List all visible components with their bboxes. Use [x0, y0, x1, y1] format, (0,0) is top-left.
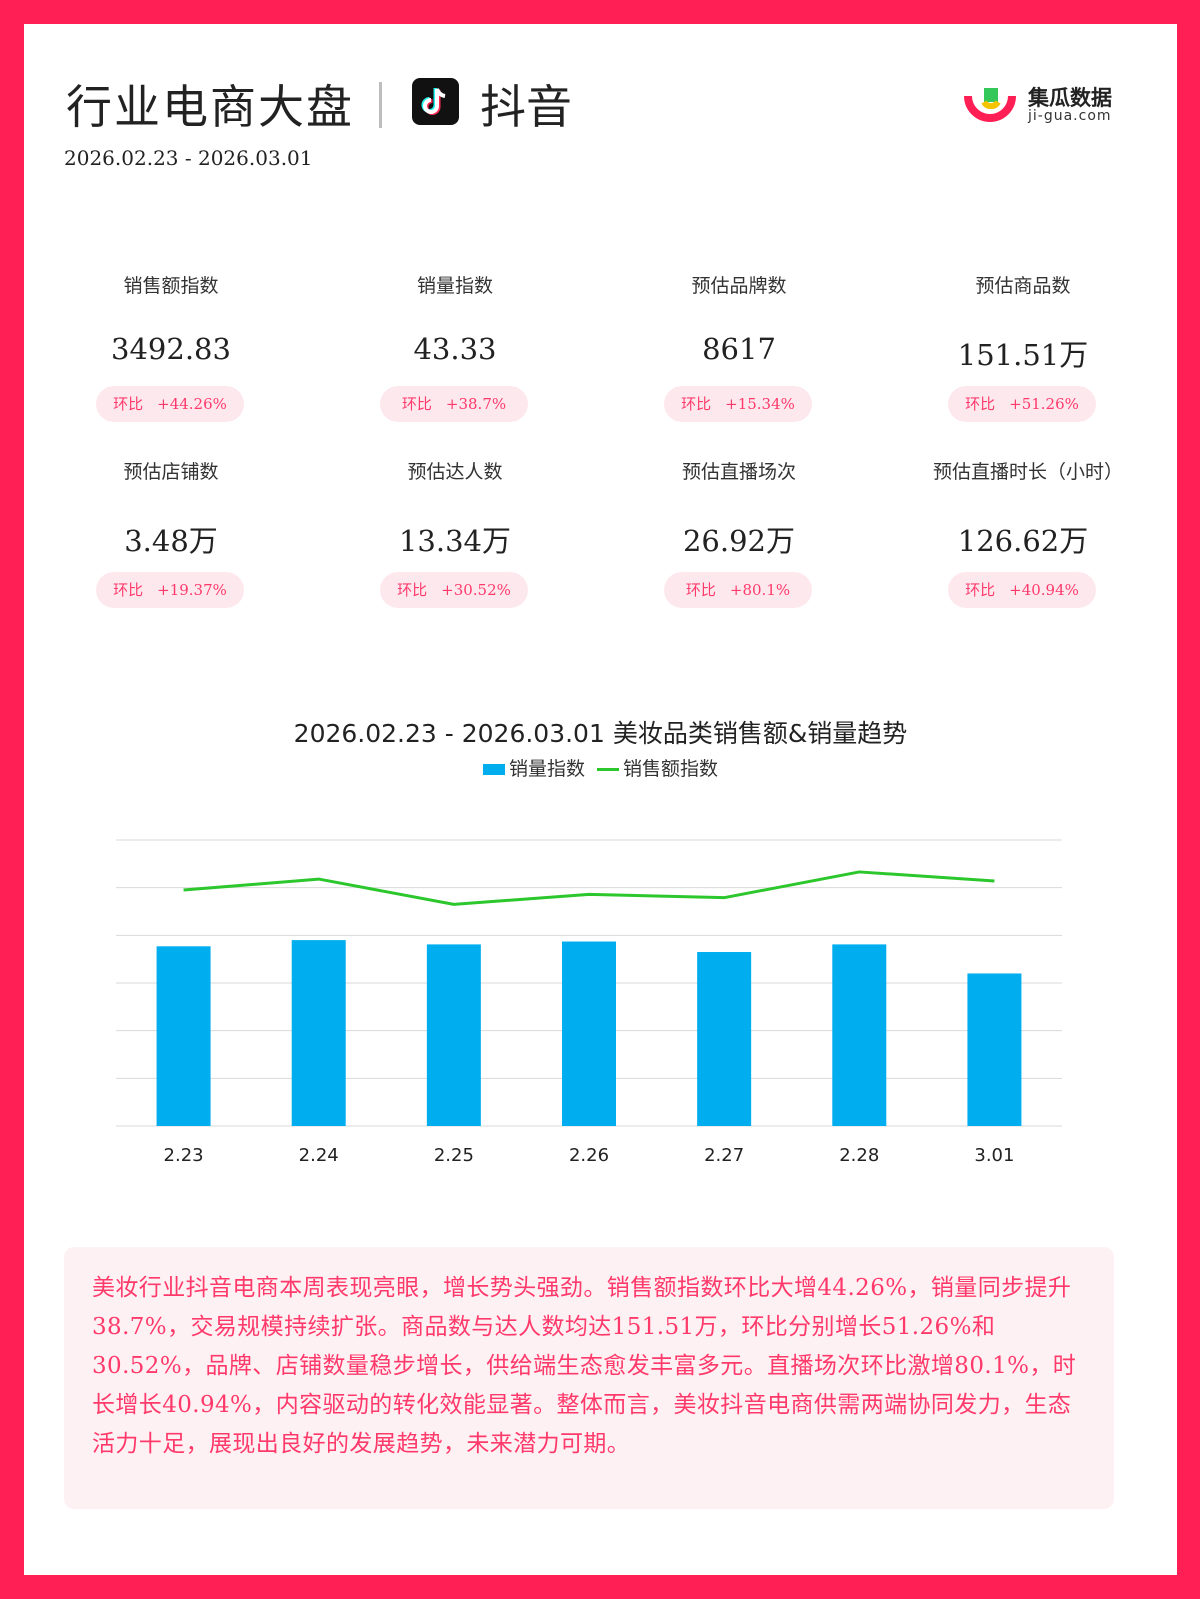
brand-url: ji-gua.com [1028, 108, 1112, 124]
stat-label: 预估商品数 [975, 275, 1071, 297]
stat-value: 3492.83 [111, 332, 231, 366]
x-tick-label: 2.25 [434, 1145, 474, 1166]
summary-text: 美妆行业抖音电商本周表现亮眼，增长势头强劲。销售额指数环比大增44.26%，销量… [92, 1275, 1077, 1457]
change-label: 环比 [113, 395, 144, 413]
title-divider [379, 82, 382, 128]
change-value: +80.1% [729, 581, 791, 599]
stat-value: 8617 [702, 332, 776, 366]
stat-label: 预估达人数 [407, 461, 503, 483]
stat-value: 3.48万 [124, 524, 218, 558]
stat-label: 预估直播时长（小时） [932, 461, 1123, 483]
stat-label: 预估店铺数 [123, 461, 219, 483]
change-label: 环比 [965, 581, 996, 599]
change-value: +15.34% [725, 395, 795, 413]
x-tick-label: 2.24 [299, 1145, 339, 1166]
summary-box: 美妆行业抖音电商本周表现亮眼，增长势头强劲。销售额指数环比大增44.26%，销量… [64, 1247, 1114, 1509]
bar [426, 944, 481, 1126]
stat-label: 销量指数 [416, 275, 493, 297]
change-badge: 环比 +38.7% [380, 386, 528, 422]
douyin-icon [412, 78, 459, 125]
change-label: 环比 [681, 395, 712, 413]
x-tick-label: 2.28 [839, 1145, 879, 1166]
stat-label: 预估直播场次 [681, 461, 796, 483]
stat-value: 151.51万 [957, 338, 1089, 372]
change-badge: 环比 +30.52% [380, 572, 528, 608]
brand-name: 集瓜数据 [1028, 86, 1112, 110]
change-badge: 环比 +44.26% [96, 386, 244, 422]
x-tick-label: 2.23 [164, 1145, 204, 1166]
date-range: 2026.02.23 - 2026.03.01 [64, 146, 313, 170]
legend-label: 销售额指数 [623, 758, 719, 780]
change-value: +38.7% [445, 395, 507, 413]
change-value: +19.37% [157, 581, 227, 599]
change-label: 环比 [685, 581, 716, 599]
legend-swatch-line [597, 768, 620, 771]
legend-label: 销量指数 [508, 758, 585, 780]
change-value: +30.52% [441, 581, 511, 599]
stat-value: 13.34万 [398, 524, 512, 558]
douyin-note-shape [421, 88, 446, 115]
x-tick-label: 3.01 [974, 1145, 1014, 1166]
change-badge: 环比 +19.37% [96, 572, 244, 608]
trend-chart: 2.23 2.24 2.25 2.26 2.27 2.28 3.01 [116, 839, 1062, 1166]
report-card: 行业电商大盘 抖音 2026.02.23 - 2026.03.01 集瓜数据 j… [24, 24, 1177, 1575]
change-badge: 环比 +80.1% [664, 572, 812, 608]
stat-value: 126.62万 [957, 524, 1089, 558]
change-badge: 环比 +40.94% [948, 572, 1096, 608]
legend-item-sales: 销售额指数 [597, 754, 718, 781]
change-badge: 环比 +15.34% [664, 386, 812, 422]
bar [291, 940, 346, 1126]
change-label: 环比 [113, 581, 144, 599]
platform-label: 抖音 [480, 80, 572, 134]
change-value: +40.94% [1009, 581, 1079, 599]
bar [832, 944, 887, 1126]
jigua-logo-icon [964, 82, 1016, 126]
change-badge: 环比 +51.26% [948, 386, 1096, 422]
change-label: 环比 [401, 395, 432, 413]
page-title: 行业电商大盘 [66, 80, 354, 134]
legend-swatch-bar [482, 764, 505, 775]
chart-title: 2026.02.23 - 2026.03.01 美妆品类销售额&销量趋势 [293, 719, 908, 748]
x-tick-label: 2.26 [569, 1145, 609, 1166]
chart-legend: 销量指数 销售额指数 [24, 754, 1177, 781]
stat-label: 预估品牌数 [691, 275, 787, 297]
bar [562, 941, 616, 1126]
legend-item-volume: 销量指数 [482, 754, 585, 781]
stat-label: 销售额指数 [123, 275, 219, 297]
stat-value: 26.92万 [682, 524, 796, 558]
bar [967, 973, 1022, 1126]
change-value: +44.26% [157, 395, 227, 413]
change-label: 环比 [965, 395, 996, 413]
stat-value: 43.33 [413, 332, 497, 366]
x-tick-label: 2.27 [704, 1145, 744, 1166]
bar [156, 946, 211, 1126]
change-value: +51.26% [1009, 395, 1079, 413]
change-label: 环比 [397, 581, 428, 599]
bar [697, 952, 752, 1126]
